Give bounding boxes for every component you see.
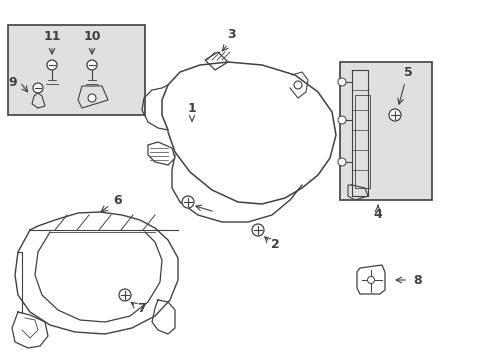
Text: 2: 2 (270, 238, 279, 252)
Text: 7: 7 (137, 302, 146, 315)
Text: 8: 8 (413, 274, 422, 287)
Polygon shape (354, 95, 369, 188)
Text: 5: 5 (403, 66, 411, 78)
Circle shape (251, 224, 264, 236)
Circle shape (337, 158, 346, 166)
Circle shape (182, 196, 194, 208)
Text: 9: 9 (8, 76, 17, 89)
Circle shape (337, 116, 346, 124)
Text: 4: 4 (373, 208, 382, 221)
Circle shape (388, 109, 400, 121)
Circle shape (337, 78, 346, 86)
Circle shape (47, 60, 57, 70)
Bar (8, 25, 145, 115)
Circle shape (293, 81, 302, 89)
Text: 6: 6 (113, 194, 122, 207)
Circle shape (88, 94, 96, 102)
Text: 3: 3 (227, 27, 236, 40)
Bar (339, 62, 431, 200)
Text: 1: 1 (187, 102, 196, 114)
Circle shape (33, 83, 43, 93)
Text: 11: 11 (43, 30, 61, 42)
Circle shape (367, 276, 374, 284)
Text: 10: 10 (83, 30, 101, 42)
Circle shape (119, 289, 131, 301)
Polygon shape (148, 142, 175, 165)
Circle shape (87, 60, 97, 70)
Polygon shape (356, 265, 384, 294)
